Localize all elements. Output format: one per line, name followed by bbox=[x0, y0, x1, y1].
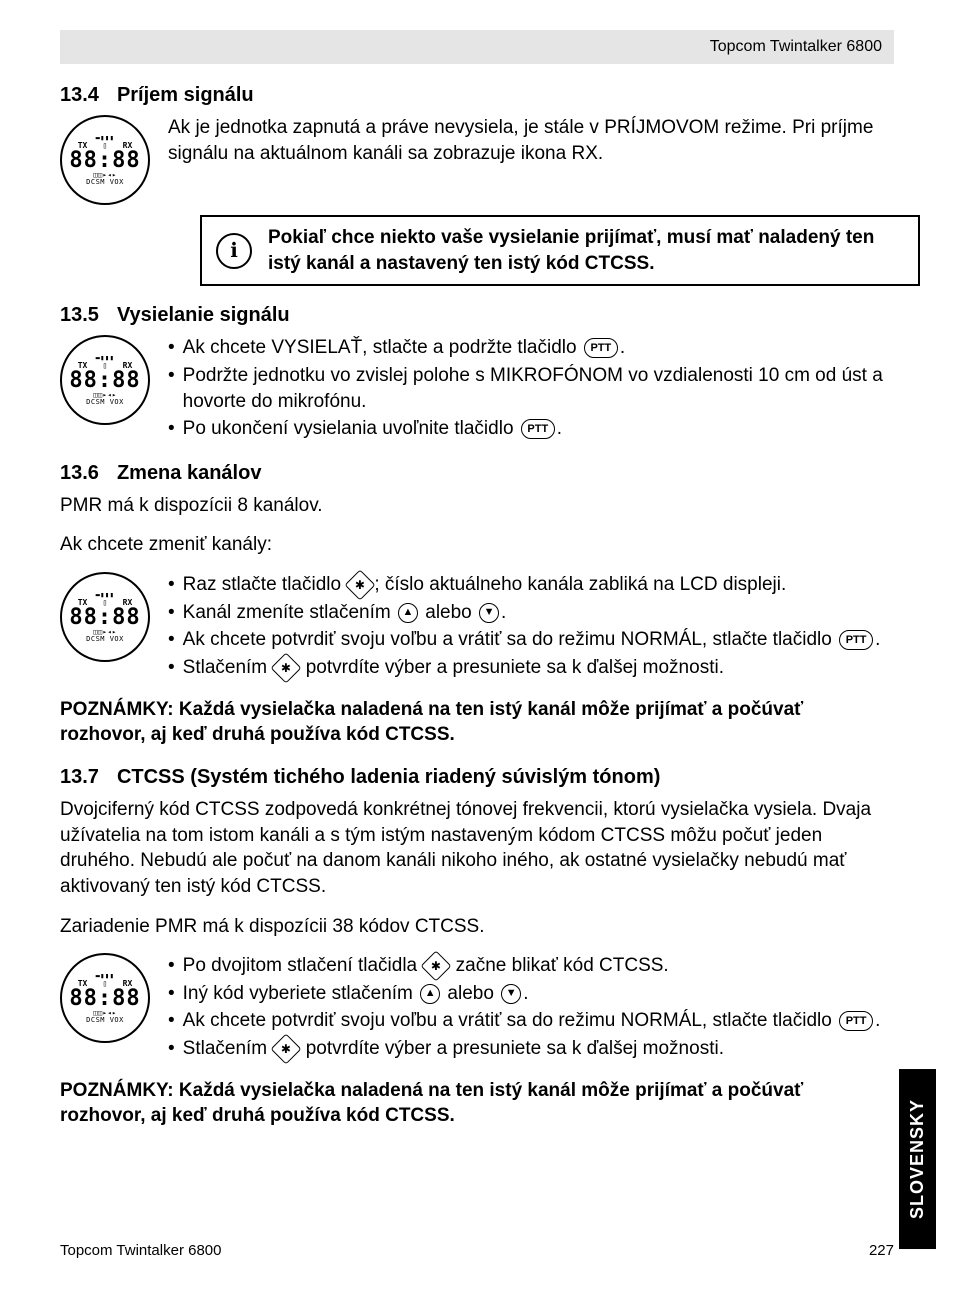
body-13-4: Ak je jednotka zapnutá a práve nevysiela… bbox=[168, 115, 894, 166]
lcd-diagram-13-4: ▬▮▮▮ TX▯RX 88:88 ◫◫▸◂▸ DCSM VOX bbox=[60, 115, 150, 205]
ptt-button-icon: PTT bbox=[584, 338, 618, 358]
list-13-6: •Raz stlačte tlačidlo ✱; číslo aktuálneh… bbox=[168, 572, 894, 683]
menu-button-icon: ✱ bbox=[345, 570, 376, 601]
footer-product: Topcom Twintalker 6800 bbox=[60, 1242, 221, 1259]
ptt-button-icon: PTT bbox=[521, 419, 555, 439]
list-13-5: •Ak chcete VYSIELAŤ, stlačte a podržte t… bbox=[168, 335, 894, 444]
product-name: Topcom Twintalker 6800 bbox=[710, 38, 882, 55]
heading-13-4: 13.4Príjem signálu bbox=[60, 84, 894, 107]
lcd-diagram-13-7: ▬▮▮▮ TX▯RX 88:88 ◫◫▸◂▸ DCSM VOX bbox=[60, 953, 150, 1043]
callout-13-4: ℹ Pokiaľ chce niekto vaše vysielanie pri… bbox=[200, 215, 920, 286]
menu-button-icon: ✱ bbox=[421, 951, 452, 982]
list-item: •Stlačením ✱ potvrdíte výber a presuniet… bbox=[168, 1036, 894, 1062]
lcd-diagram-13-5: ▬▮▮▮ TX▯RX 88:88 ◫◫▸◂▸ DCSM VOX bbox=[60, 335, 150, 425]
language-tab: SLOVENSKY bbox=[899, 1069, 936, 1249]
text-13-6-prompt: Ak chcete zmeniť kanály: bbox=[60, 532, 894, 558]
lcd-diagram-13-6: ▬▮▮▮ TX▯RX 88:88 ◫◫▸◂▸ DCSM VOX bbox=[60, 572, 150, 662]
menu-button-icon: ✱ bbox=[271, 652, 302, 683]
note-13-6: POZNÁMKY: Každá vysielačka naladená na t… bbox=[60, 697, 894, 748]
list-13-7: •Po dvojitom stlačení tlačidla ✱ začne b… bbox=[168, 953, 894, 1064]
text-13-6-intro: PMR má k dispozícii 8 kanálov. bbox=[60, 493, 894, 519]
note-13-7: POZNÁMKY: Každá vysielačka naladená na t… bbox=[60, 1078, 894, 1129]
heading-13-5: 13.5Vysielanie signálu bbox=[60, 304, 894, 327]
down-button-icon: ▼ bbox=[479, 603, 499, 623]
info-icon: ℹ bbox=[216, 233, 252, 269]
heading-13-7: 13.7CTCSS (Systém tichého ladenia riaden… bbox=[60, 766, 894, 789]
list-item: •Po ukončení vysielania uvoľnite tlačidl… bbox=[168, 416, 894, 442]
list-item: •Kanál zmeníte stlačením ▲ alebo ▼. bbox=[168, 600, 894, 626]
up-button-icon: ▲ bbox=[398, 603, 418, 623]
list-item: •Ak chcete potvrdiť svoju voľbu a vrátiť… bbox=[168, 627, 894, 653]
list-item: •Stlačením ✱ potvrdíte výber a presuniet… bbox=[168, 655, 894, 681]
list-item: •Podržte jednotku vo zvislej polohe s MI… bbox=[168, 363, 894, 414]
heading-13-6: 13.6Zmena kanálov bbox=[60, 462, 894, 485]
header-bar: Topcom Twintalker 6800 bbox=[60, 30, 894, 64]
text-13-7-body: Dvojciferný kód CTCSS zodpovedá konkrétn… bbox=[60, 797, 894, 900]
footer: Topcom Twintalker 6800 227 bbox=[60, 1242, 894, 1259]
down-button-icon: ▼ bbox=[501, 984, 521, 1004]
text-13-7-body2: Zariadenie PMR má k dispozícii 38 kódov … bbox=[60, 914, 894, 940]
list-item: •Ak chcete VYSIELAŤ, stlačte a podržte t… bbox=[168, 335, 894, 361]
menu-button-icon: ✱ bbox=[271, 1034, 302, 1065]
list-item: •Raz stlačte tlačidlo ✱; číslo aktuálneh… bbox=[168, 572, 894, 598]
list-item: •Ak chcete potvrdiť svoju voľbu a vrátiť… bbox=[168, 1008, 894, 1034]
list-item: •Po dvojitom stlačení tlačidla ✱ začne b… bbox=[168, 953, 894, 979]
list-item: •Iný kód vyberiete stlačením ▲ alebo ▼. bbox=[168, 981, 894, 1007]
up-button-icon: ▲ bbox=[420, 984, 440, 1004]
ptt-button-icon: PTT bbox=[839, 1011, 873, 1031]
page-number: 227 bbox=[869, 1242, 894, 1259]
ptt-button-icon: PTT bbox=[839, 630, 873, 650]
